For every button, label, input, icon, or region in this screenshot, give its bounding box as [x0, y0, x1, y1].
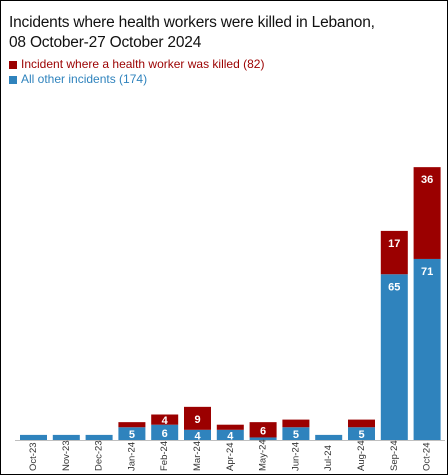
bar-killed-oct-24: [413, 167, 441, 259]
bar-other-aug-24: [348, 427, 375, 440]
bar-killed-sep-24: [380, 230, 408, 275]
x-tick-label-nov-23: Nov-23: [61, 440, 72, 471]
bar-other-oct-23: [20, 434, 47, 440]
x-tick-label-oct-23: Oct-23: [28, 442, 39, 471]
data-label-other-apr-24: 4: [227, 430, 234, 442]
x-tick-label-oct-24: Oct-24: [422, 442, 433, 471]
bar-other-mar-24: [184, 429, 211, 440]
bar-other-jun-24: [282, 427, 310, 440]
data-label-killed-may-24: 6: [260, 425, 266, 437]
x-tick-label-sep-24: Sep-24: [389, 440, 400, 471]
data-label-other-oct-24: 71: [421, 266, 433, 278]
chart-title-line-1: Incidents where health workers were kill…: [9, 14, 375, 31]
bar-killed-feb-24: [151, 414, 179, 425]
bar-other-jul-24: [315, 434, 343, 440]
x-tick-label-jan-24: Jan-24: [126, 442, 137, 471]
legend-item-killed: Incident where a health worker was kille…: [9, 57, 264, 72]
data-label-other-jan-24: 5: [129, 429, 135, 441]
bar-other-apr-24: [216, 429, 244, 440]
bar-killed-jun-24: [282, 419, 310, 428]
x-tick-label-dec-23: Dec-23: [94, 440, 105, 471]
legend-label-other: All other incidents (174): [21, 72, 148, 86]
legend-item-other: All other incidents (174): [9, 72, 264, 87]
x-tick-label-jul-24: Jul-24: [323, 445, 334, 471]
legend-label-killed: Incident where a health worker was kille…: [21, 57, 265, 71]
bar-killed-may-24: [249, 422, 277, 438]
bar-other-oct-24: [413, 258, 441, 440]
x-tick-label-may-24: May-24: [258, 439, 269, 471]
bar-killed-aug-24: [348, 419, 375, 428]
data-label-killed-mar-24: 9: [194, 414, 200, 426]
legend-swatch-killed: [9, 60, 17, 69]
bar-other-may-24: [249, 437, 277, 440]
bar-killed-mar-24: [184, 406, 211, 430]
data-label-other-feb-24: 6: [162, 428, 168, 440]
data-label-other-aug-24: 5: [358, 429, 364, 441]
chart-title: Incidents where health workers were kill…: [9, 13, 439, 53]
legend-swatch-other: [9, 75, 17, 84]
bar-killed-apr-24: [216, 424, 244, 430]
x-tick-label-apr-24: Apr-24: [225, 442, 236, 471]
data-label-other-jun-24: 5: [293, 429, 299, 441]
data-label-other-mar-24: 4: [194, 430, 201, 442]
bar-other-nov-23: [52, 434, 80, 440]
bar-other-sep-24: [380, 274, 408, 440]
bar-other-jan-24: [118, 427, 146, 440]
bar-other-dec-23: [85, 434, 113, 440]
chart-title-line-2: 08 October-27 October 2024: [9, 34, 202, 51]
chart-legend: Incident where a health worker was kille…: [9, 57, 264, 87]
bar-other-feb-24: [151, 424, 179, 440]
x-tick-label-jun-24: Jun-24: [290, 442, 301, 471]
data-label-killed-sep-24: 17: [388, 238, 400, 250]
data-label-other-sep-24: 65: [388, 281, 400, 293]
bar-killed-jan-24: [118, 422, 146, 428]
x-tick-label-feb-24: Feb-24: [159, 441, 170, 471]
x-tick-label-mar-24: Mar-24: [192, 441, 203, 471]
data-label-killed-oct-24: 36: [421, 174, 433, 186]
x-tick-label-aug-24: Aug-24: [356, 440, 367, 471]
data-label-killed-feb-24: 4: [162, 415, 169, 427]
